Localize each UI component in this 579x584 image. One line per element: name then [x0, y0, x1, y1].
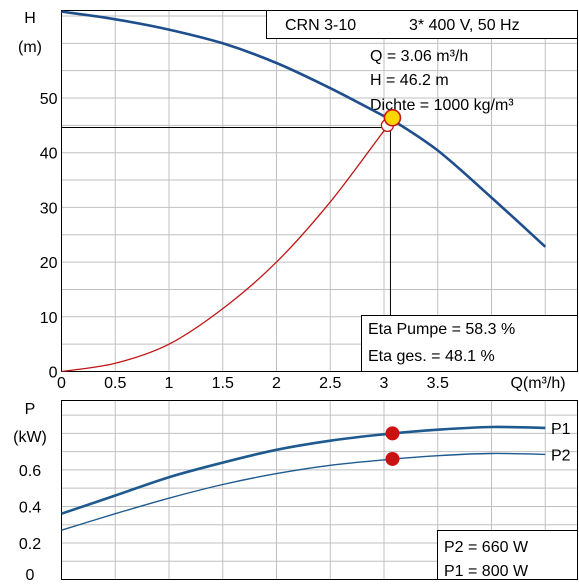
p1-series-label: P1	[551, 421, 571, 438]
flow-x-tick-label: 0.5	[104, 375, 126, 392]
flow-x-tick-label: 2.5	[319, 375, 341, 392]
p2-curve	[61, 452, 546, 531]
head-y-tick-label: 20	[40, 255, 58, 272]
power-chart-frame	[61, 400, 578, 580]
efficiency-curve	[61, 123, 392, 373]
flow-x-tick-label: 1	[165, 375, 174, 392]
head-axis-unit: (m)	[18, 39, 42, 56]
power-y-tick-label: 0	[26, 567, 35, 584]
head-y-tick-label: 10	[40, 310, 58, 327]
head-curve	[61, 10, 547, 248]
power-y-ticks: 0 0.2 0.4 0.6	[19, 463, 41, 584]
flow-x-tick-label: 1.5	[212, 375, 234, 392]
head-y-tick-label: 40	[40, 146, 58, 163]
p1-readout: P1 = 800 W	[444, 563, 529, 580]
p2-readout: P2 = 660 W	[444, 539, 529, 556]
p1-curve	[61, 425, 546, 515]
p1-operating-point	[385, 426, 400, 441]
flow-x-tick-label: 2	[272, 375, 281, 392]
header-spec: 3* 400 V, 50 Hz	[409, 17, 520, 34]
head-y-tick-label: 30	[40, 200, 58, 217]
head-axis-title: H	[24, 10, 36, 27]
header-model: CRN 3-10	[285, 17, 356, 34]
density-readout: Dichte = 1000 kg/m³	[370, 97, 514, 114]
power-y-tick-label: 0.4	[19, 499, 41, 516]
head-y-tick-label: 0	[49, 365, 58, 382]
p2-series-label: P2	[551, 447, 571, 464]
head-readout: H = 46.2 m	[370, 72, 449, 89]
power-axis-title: P	[25, 401, 36, 418]
head-y-ticks: 0 10 20 30 40 50	[40, 91, 58, 381]
efficiency-box	[361, 315, 578, 372]
flow-x-tick-label: 3	[380, 375, 389, 392]
head-y-tick-label: 50	[40, 91, 58, 108]
flow-x-tick-label: 0	[57, 375, 66, 392]
head-operating-point	[383, 109, 402, 127]
power-box	[437, 530, 578, 580]
eta-pump-readout: Eta Pumpe = 58.3 %	[368, 321, 515, 338]
power-y-tick-label: 0.2	[19, 536, 41, 553]
header-box	[266, 10, 578, 39]
flow-axis-title: Q(m³/h)	[510, 375, 565, 392]
p2-operating-point	[385, 451, 400, 466]
eta-total-readout: Eta ges. = 48.1 %	[368, 348, 495, 365]
power-axis-unit: (kW)	[13, 429, 47, 446]
flow-x-tick-label: 3.5	[427, 375, 449, 392]
flow-readout: Q = 3.06 m³/h	[370, 48, 468, 65]
head-x-ticks: 0 0.5 1 1.5 2 2.5 3 3.5	[57, 375, 449, 392]
power-y-tick-label: 0.6	[19, 463, 41, 480]
